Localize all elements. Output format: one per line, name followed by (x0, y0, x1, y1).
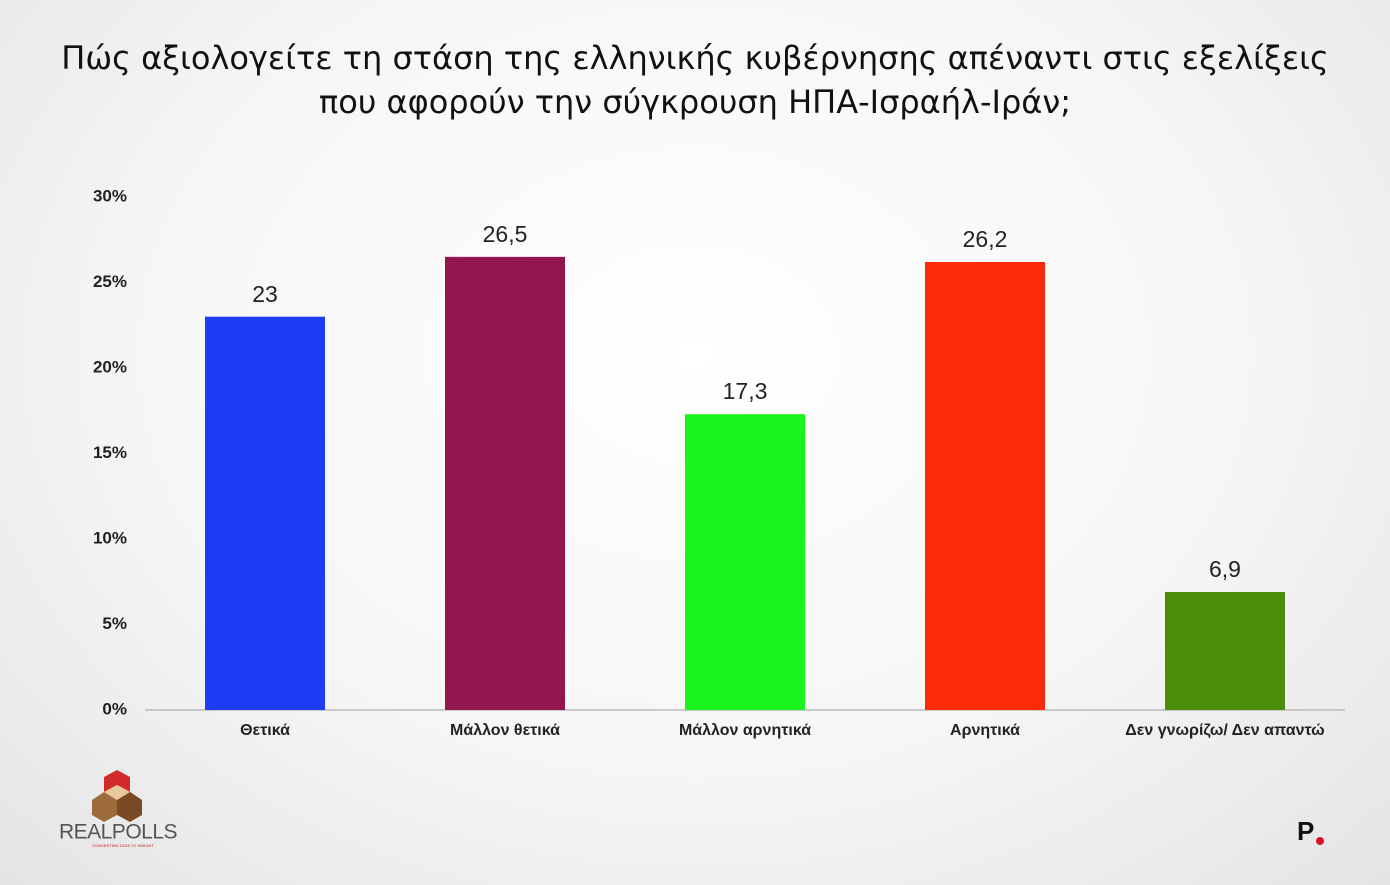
y-tick-label: 20% (93, 357, 127, 376)
y-tick-label: 25% (93, 272, 127, 291)
x-tick-label: Αρνητικά (950, 722, 1020, 739)
logo-cube (117, 792, 142, 822)
logo-cube (92, 792, 117, 822)
bar (925, 261, 1045, 710)
bar (205, 316, 325, 710)
x-tick-label: Θετικά (240, 722, 290, 739)
logo-cube (104, 785, 130, 800)
chart-title: Πώς αξιολογείτε τη στάση της ελληνικής κ… (61, 39, 1329, 121)
logo-tagline: CONVERTING DATA TO INSIGHT (92, 843, 154, 848)
bar (1165, 592, 1285, 710)
value-label: 23 (252, 281, 278, 307)
value-label: 26,2 (963, 226, 1008, 252)
y-tick-label: 10% (93, 528, 127, 547)
x-tick-label: Μάλλον αρνητικά (679, 722, 811, 739)
logo-cube (104, 770, 130, 792)
y-tick-label: 15% (93, 443, 127, 462)
value-label: 6,9 (1209, 556, 1241, 582)
bar (685, 414, 805, 710)
logo: REALPOLLS CONVERTING DATA TO INSIGHT (59, 770, 178, 848)
corner-mark: P (1297, 816, 1314, 846)
logo-text: REALPOLLS (59, 821, 178, 844)
y-tick-label: 30% (93, 186, 127, 205)
bar (445, 256, 565, 710)
y-tick-label: 5% (102, 614, 127, 633)
value-label: 26,5 (483, 221, 528, 247)
y-tick-label: 0% (102, 699, 127, 718)
x-tick-label: Δεν γνωρίζω/ Δεν απαντώ (1125, 722, 1324, 739)
value-label: 17,3 (723, 378, 768, 404)
x-tick-label: Μάλλον θετικά (450, 722, 560, 739)
corner-dot (1316, 837, 1324, 845)
